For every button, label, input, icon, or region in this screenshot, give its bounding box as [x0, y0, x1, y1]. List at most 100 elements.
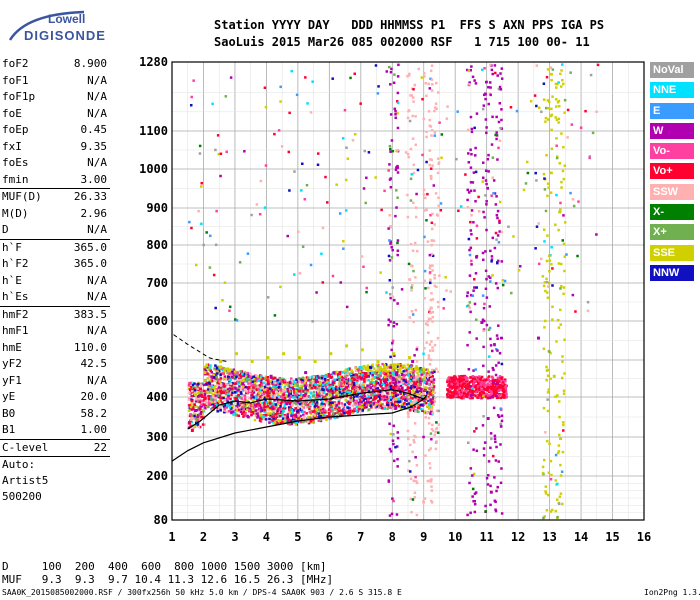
echo-point — [499, 386, 502, 389]
echo-point — [228, 309, 231, 312]
echo-point — [431, 212, 434, 216]
echo-point — [379, 385, 383, 388]
echo-point — [560, 186, 563, 189]
divider — [0, 438, 110, 440]
echo-point — [201, 395, 204, 399]
echo-point — [485, 131, 488, 135]
echo-point — [238, 261, 242, 264]
echo-point — [262, 406, 266, 409]
echo-point — [389, 396, 393, 399]
echo-point — [327, 373, 330, 376]
echo-point — [333, 402, 337, 406]
echo-point — [426, 405, 429, 408]
echo-point — [206, 372, 209, 375]
echo-point — [399, 378, 403, 382]
echo-point — [415, 401, 418, 404]
echo-point — [428, 349, 432, 352]
legend-x: X- — [650, 204, 694, 221]
echo-point — [491, 383, 495, 387]
echo-point — [254, 414, 258, 418]
echo-point — [395, 189, 398, 192]
echo-point — [318, 396, 321, 400]
echo-point — [237, 414, 241, 417]
echo-point — [485, 182, 488, 186]
echo-point — [407, 437, 410, 441]
echo-point — [218, 396, 221, 399]
echo-point — [473, 278, 476, 281]
echo-point — [372, 370, 375, 374]
echo-point — [303, 398, 306, 401]
echo-point — [219, 174, 222, 178]
echo-point — [411, 392, 414, 396]
echo-point — [414, 410, 417, 413]
echo-point — [428, 264, 432, 267]
echo-point — [489, 432, 493, 435]
echo-point — [258, 376, 261, 380]
y-tick-label: 900 — [146, 201, 168, 215]
echo-point — [392, 81, 396, 85]
echo-point — [504, 388, 507, 392]
echo-point — [485, 476, 489, 480]
echo-point — [367, 408, 371, 411]
echo-point — [216, 134, 220, 137]
x-tick-label: 12 — [511, 530, 525, 544]
echo-point — [408, 443, 412, 447]
echo-point — [306, 102, 309, 105]
echo-point — [338, 387, 342, 391]
echo-point — [546, 118, 550, 121]
echo-point — [431, 390, 435, 393]
echo-point — [234, 406, 237, 410]
echo-point — [545, 153, 548, 157]
echo-point — [313, 404, 317, 408]
echo-point — [298, 416, 302, 420]
param-value: N/A — [87, 273, 107, 287]
param-row: hmF1 N/A — [0, 323, 110, 340]
echo-point — [293, 170, 296, 173]
echo-point — [437, 91, 440, 94]
echo-point — [555, 340, 558, 343]
echo-point — [524, 182, 528, 185]
echo-point — [359, 377, 363, 381]
echo-point — [309, 263, 313, 267]
echo-point — [338, 375, 342, 378]
echo-point — [263, 417, 266, 421]
echo-point — [212, 373, 215, 377]
echo-point — [258, 388, 262, 392]
echo-point — [191, 426, 195, 429]
echo-point — [403, 405, 406, 409]
echo-point — [282, 400, 285, 404]
echo-point — [310, 386, 314, 390]
echo-point — [389, 177, 393, 180]
echo-point — [339, 386, 343, 390]
echo-point — [327, 386, 331, 390]
echo-point — [271, 405, 274, 409]
echo-point — [434, 102, 438, 105]
echo-point — [422, 399, 426, 402]
echo-point — [255, 378, 258, 381]
param-row: B0 58.2 — [0, 406, 110, 423]
echo-point — [264, 413, 268, 417]
echo-point — [238, 385, 241, 388]
echo-point — [589, 73, 593, 77]
echo-point — [385, 383, 388, 387]
echo-point — [318, 382, 321, 386]
echo-point — [381, 391, 384, 394]
echo-point — [319, 406, 323, 410]
echo-point — [482, 319, 486, 323]
echo-point — [407, 74, 411, 77]
echo-point — [483, 302, 486, 306]
echo-point — [463, 374, 466, 378]
echo-point — [213, 397, 217, 401]
echo-point — [413, 381, 416, 385]
echo-point — [243, 370, 247, 374]
echo-point — [402, 395, 405, 399]
echo-point — [287, 393, 291, 397]
echo-point — [295, 378, 298, 381]
echo-point — [269, 380, 272, 383]
echo-point — [284, 383, 287, 386]
echo-point — [388, 144, 392, 148]
echo-point — [404, 151, 408, 154]
echo-point — [338, 378, 341, 382]
echo-point — [542, 82, 546, 85]
